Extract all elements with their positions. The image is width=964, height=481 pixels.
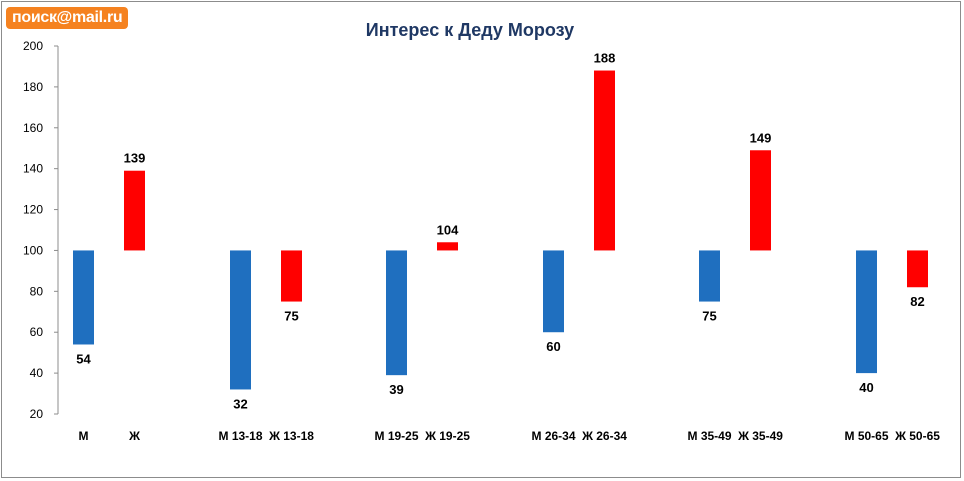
category-label: М 13-18	[218, 429, 262, 443]
bar-м	[73, 250, 94, 345]
data-label: 149	[750, 130, 772, 145]
data-labels: 54 139 32 75 39 104 60 188 75 149 40 82	[76, 51, 924, 412]
data-label: 40	[859, 380, 873, 395]
data-label: 188	[594, 51, 616, 66]
category-labels: М Ж М 13-18 Ж 13-18 М 19-25 Ж 19-25 М 26-34 Ж 2…	[79, 429, 941, 443]
y-tick-label: 200	[23, 39, 43, 53]
bars	[73, 70, 928, 390]
y-tick-label: 140	[23, 162, 43, 176]
y-tick-label: 100	[23, 243, 43, 257]
category-label: М 50-65	[844, 429, 888, 443]
category-label: Ж 13-18	[268, 429, 314, 443]
bar-м-35-49	[699, 250, 720, 302]
y-tick-label: 20	[30, 407, 44, 421]
bar-ж-13-18	[281, 250, 302, 302]
category-label: Ж 50-65	[894, 429, 940, 443]
data-label: 60	[546, 339, 560, 354]
y-tick-label: 40	[30, 366, 44, 380]
data-label: 139	[124, 151, 146, 166]
category-label: М	[79, 429, 89, 443]
bar-ж-50-65	[907, 250, 928, 288]
data-label: 32	[233, 396, 247, 411]
data-label: 39	[389, 382, 403, 397]
y-tick-label: 160	[23, 121, 43, 135]
data-label: 104	[437, 222, 459, 237]
category-label: Ж	[128, 429, 140, 443]
category-label: М 26-34	[531, 429, 575, 443]
bar-м-26-34	[543, 250, 564, 333]
data-label: 82	[910, 294, 924, 309]
chart-title: Интерес к Деду Морозу	[365, 20, 575, 40]
mail-ru-search-logo: поиск@mail.ru	[6, 7, 129, 29]
y-axis: 20 40 60 80 100 120 140 160 180 200	[23, 39, 59, 421]
category-label: Ж 26-34	[581, 429, 627, 443]
bar-м-19-25	[386, 250, 407, 376]
bar-ж-19-25	[437, 242, 458, 251]
data-label: 75	[702, 309, 716, 324]
bar-ж-35-49	[750, 150, 771, 251]
y-tick-label: 80	[30, 284, 44, 298]
bar-м-13-18	[230, 250, 251, 390]
y-tick-label: 180	[23, 80, 43, 94]
category-label: М 19-25	[374, 429, 418, 443]
bar-ж	[124, 170, 145, 251]
category-label: Ж 19-25	[424, 429, 470, 443]
category-label: Ж 35-49	[737, 429, 783, 443]
y-tick-label: 60	[30, 325, 44, 339]
y-tick-label: 120	[23, 203, 43, 217]
data-label: 75	[284, 309, 298, 324]
data-label: 54	[76, 351, 91, 366]
bar-м-50-65	[856, 250, 877, 374]
category-label: М 35-49	[687, 429, 731, 443]
bar-ж-26-34	[594, 70, 615, 251]
